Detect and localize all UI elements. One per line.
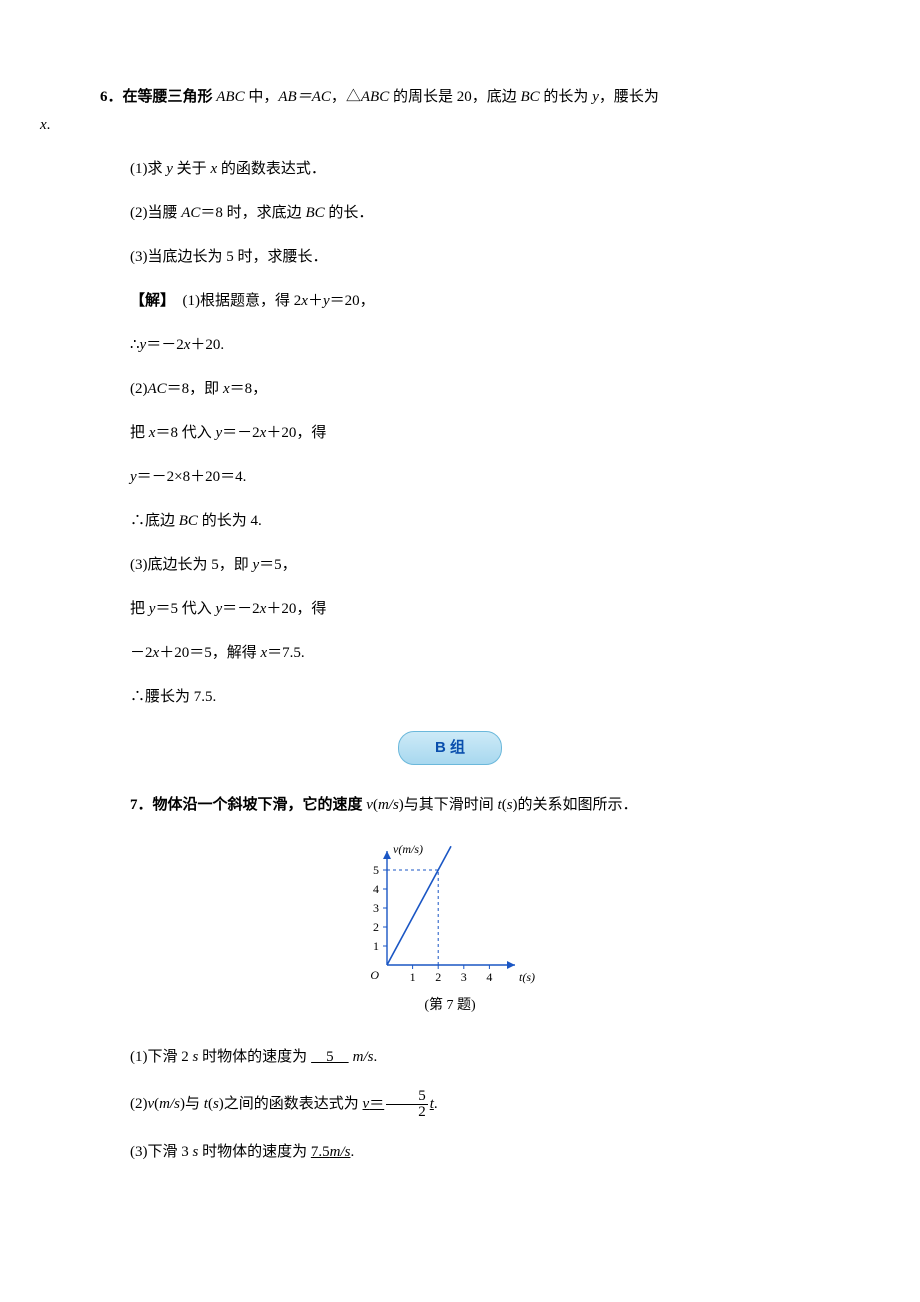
line-chart: 1 2 3 4 1 2 3 4 5 Ot(s) v(m/s)	[345, 837, 555, 987]
svg-text:v(m/s): v(m/s)	[393, 842, 423, 856]
svg-text:t(s): t(s)	[519, 970, 535, 984]
svg-text:3: 3	[461, 970, 467, 984]
svg-text:4: 4	[373, 882, 379, 896]
svg-text:O: O	[370, 968, 379, 982]
svg-text:4: 4	[486, 970, 492, 984]
q6-stem-line2: x.	[40, 113, 800, 137]
q6-s10: ∴腰长为 7.5.	[100, 685, 800, 709]
q6-part2: (2)当腰 AC＝8 时，求底边 BC 的长．	[100, 201, 800, 225]
section-badge-wrap: B 组	[100, 731, 800, 765]
svg-text:1: 1	[373, 939, 379, 953]
q6-part1: (1)求 y 关于 x 的函数表达式．	[100, 157, 800, 181]
q6-s6: ∴底边 BC 的长为 4.	[100, 509, 800, 533]
svg-text:3: 3	[373, 901, 379, 915]
q7-ans2: v＝52t	[363, 1096, 434, 1112]
q6-s4: 把 x＝8 代入 y＝－2x＋20，得	[100, 421, 800, 445]
q6-part3: (3)当底边长为 5 时，求腰长．	[100, 245, 800, 269]
section-badge: B 组	[398, 731, 502, 765]
q7-part3: (3)下滑 3 s 时物体的速度为 7.5m/s.	[100, 1140, 800, 1164]
q7-ans3: 7.5m/s	[311, 1144, 351, 1160]
q6-s2: ∴y＝－2x＋20.	[100, 333, 800, 357]
q7-caption: (第 7 题)	[100, 995, 800, 1017]
fraction: 52	[384, 1089, 430, 1120]
q7-stem: 7．物体沿一个斜坡下滑，它的速度 v(m/s)与其下滑时间 t(s)的关系如图所…	[100, 793, 800, 817]
svg-text:5: 5	[373, 863, 379, 877]
q6-s5: y＝－2×8＋20＝4.	[100, 465, 800, 489]
q6-number: 6．在等腰三角形	[100, 89, 216, 105]
svg-text:1: 1	[410, 970, 416, 984]
svg-text:2: 2	[373, 920, 379, 934]
document-page: 6．在等腰三角形 ABC 中，AB＝AC，△ABC 的周长是 20，底边 BC …	[0, 0, 920, 1244]
svg-text:2: 2	[435, 970, 441, 984]
q6-s7: (3)底边长为 5，即 y＝5，	[100, 553, 800, 577]
q6-solution-label: 【解】 (1)根据题意，得 2x＋y＝20，	[100, 289, 800, 313]
q6-stem: 6．在等腰三角形 ABC 中，AB＝AC，△ABC 的周长是 20，底边 BC …	[100, 85, 800, 109]
q6-s3: (2)AC＝8，即 x＝8，	[100, 377, 800, 401]
q7-ans1: 5	[307, 1049, 353, 1065]
q7-chart: 1 2 3 4 1 2 3 4 5 Ot(s) v(m/s)	[100, 837, 800, 987]
q7-part1: (1)下滑 2 s 时物体的速度为 5 m/s.	[100, 1045, 800, 1069]
q6-s8: 把 y＝5 代入 y＝－2x＋20，得	[100, 597, 800, 621]
q6-s9: －2x＋20＝5，解得 x＝7.5.	[100, 641, 800, 665]
q7-part2: (2)v(m/s)与 t(s)之间的函数表达式为 v＝52t.	[100, 1089, 800, 1120]
